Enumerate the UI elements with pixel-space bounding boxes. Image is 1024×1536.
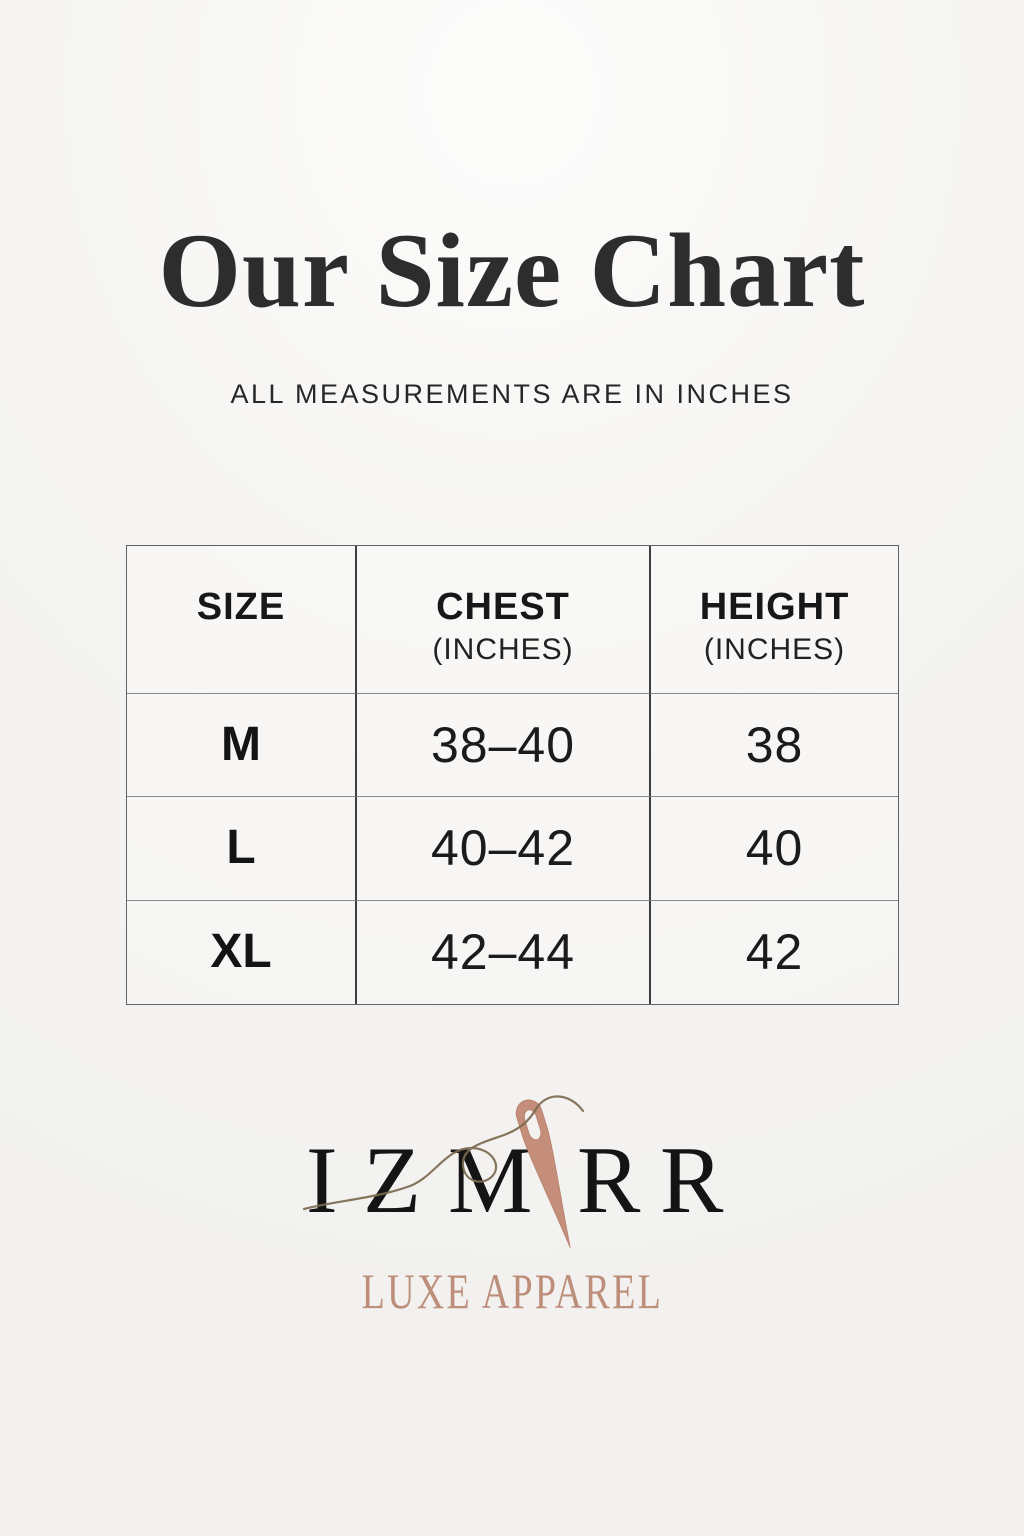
brand-letter: R bbox=[577, 1127, 641, 1233]
chest-value: 42–44 bbox=[430, 924, 576, 981]
column-sublabel: (INCHES) bbox=[703, 633, 846, 666]
table-row-xl-size: XL bbox=[127, 900, 357, 1004]
column-label: SIZE bbox=[196, 586, 286, 628]
table-row-m-chest: 38–40 bbox=[357, 694, 651, 798]
column-sublabel: (INCHES) bbox=[432, 633, 574, 666]
brand-letter: I bbox=[306, 1127, 338, 1233]
table-row-l-chest: 40–42 bbox=[357, 797, 651, 901]
size-table: SIZE CHEST (INCHES) HEIGHT (INCHES) M 38… bbox=[126, 545, 899, 1005]
column-label: HEIGHT bbox=[699, 586, 850, 628]
height-value: 40 bbox=[745, 820, 804, 877]
needle-icon bbox=[515, 1099, 571, 1248]
chest-value: 40–42 bbox=[430, 820, 576, 877]
table-row-xl-height: 42 bbox=[651, 901, 898, 1004]
page-subtitle: ALL MEASUREMENTS ARE IN INCHES bbox=[230, 379, 794, 409]
page-title: Our Size Chart bbox=[158, 212, 866, 329]
size-value: L bbox=[226, 821, 256, 875]
column-label: CHEST bbox=[436, 586, 570, 628]
table-row-m-size: M bbox=[127, 694, 357, 798]
column-header-chest: CHEST (INCHES) bbox=[357, 546, 651, 694]
brand-tagline-text: LUXE APPAREL bbox=[361, 1263, 663, 1319]
brand-logo-graphic: I Z M R R bbox=[302, 1095, 724, 1248]
table-row-l-height: 40 bbox=[651, 797, 898, 901]
table-row-m-height: 38 bbox=[651, 694, 898, 798]
thread-icon bbox=[302, 1095, 585, 1211]
table-row-l-size: L bbox=[127, 797, 357, 901]
brand-tagline: LUXE APPAREL bbox=[0, 1266, 1024, 1316]
height-value: 42 bbox=[745, 924, 804, 981]
column-header-height: HEIGHT (INCHES) bbox=[651, 546, 898, 694]
brand-letter: R bbox=[660, 1127, 724, 1233]
table-row-xl-chest: 42–44 bbox=[357, 900, 651, 1004]
column-header-size: SIZE bbox=[127, 546, 357, 694]
size-value: M bbox=[221, 718, 261, 772]
brand-letter: Z bbox=[363, 1127, 421, 1233]
size-value: XL bbox=[210, 925, 272, 979]
brand-letter: M bbox=[448, 1127, 532, 1233]
height-value: 38 bbox=[745, 717, 804, 774]
brand-logo: I Z M R R bbox=[282, 1085, 742, 1255]
chest-value: 38–40 bbox=[430, 717, 576, 774]
